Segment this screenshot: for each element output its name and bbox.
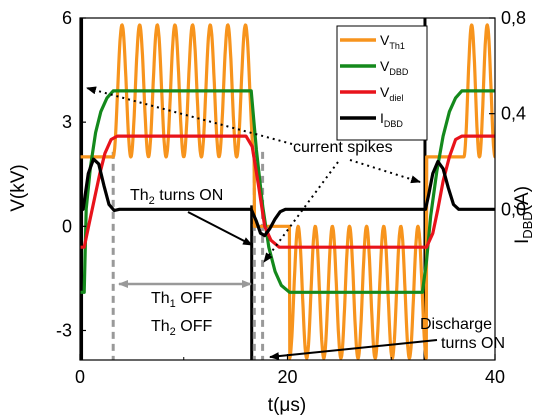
- annotation-discharge-line2: turns ON: [441, 335, 505, 352]
- x-tick-label: 0: [75, 367, 85, 387]
- x-axis-label: t(μs): [268, 395, 306, 416]
- legend-item-vdiel: Vdiel: [340, 84, 403, 103]
- annotation-discharge-line1: Discharge: [420, 316, 492, 333]
- y-axis-right-main: I: [512, 239, 533, 244]
- x-tick-label: 40: [485, 367, 505, 387]
- y-left-tick-label: 3: [62, 112, 72, 132]
- legend-label-vth1: VTh1: [380, 32, 405, 51]
- annotation-current-spikes: current spikes: [293, 139, 393, 156]
- legend-item-vdbd: VDBD: [340, 58, 409, 77]
- arrow-current-spikes-down: [263, 161, 339, 263]
- legend: VTh1 VDBD Vdiel IDBD: [336, 25, 428, 141]
- axis-ticks: 0 20 40 -3 0 3 6 0,0 0,4 0,8: [56, 8, 526, 387]
- annotation-th1-off: Th1 OFF: [151, 290, 212, 310]
- legend-item-vth1: VTh1: [340, 32, 405, 51]
- series-vth1: [80, 23, 495, 360]
- annotations: current spikes Th2 turns ON Th1 OFF Th2 …: [86, 86, 505, 361]
- arrow-current-spikes-right: [349, 159, 421, 184]
- y-axis-left-label: V(kV): [8, 164, 29, 212]
- annotation-th2-off: Th2 OFF: [151, 318, 212, 338]
- y-axis-right-label: IDBD(A): [512, 186, 535, 244]
- y-right-tick-label: 0,4: [501, 104, 526, 124]
- legend-box: [336, 25, 428, 141]
- annotation-th2-turns-on: Th2 turns ON: [130, 187, 223, 207]
- y-left-tick-label: -3: [56, 320, 72, 340]
- arrow-discharge-turns-on: [269, 339, 438, 361]
- legend-label-vdiel: Vdiel: [380, 84, 403, 103]
- y-left-tick-label: 6: [62, 8, 72, 28]
- arrow-th2-turns-on: [187, 211, 253, 246]
- x-tick-label: 20: [277, 367, 297, 387]
- y-right-tick-label: 0,0: [501, 199, 526, 219]
- series-idbd: [80, 157, 495, 238]
- y-axis-right-sub: DBD: [520, 211, 535, 238]
- legend-label-vdbd: VDBD: [380, 58, 409, 77]
- y-axis-right-unit: (A): [512, 186, 533, 211]
- legend-label-idbd: IDBD: [380, 110, 403, 129]
- y-left-tick-label: 0: [62, 216, 72, 236]
- y-right-tick-label: 0,8: [501, 8, 526, 28]
- legend-item-idbd: IDBD: [340, 110, 403, 129]
